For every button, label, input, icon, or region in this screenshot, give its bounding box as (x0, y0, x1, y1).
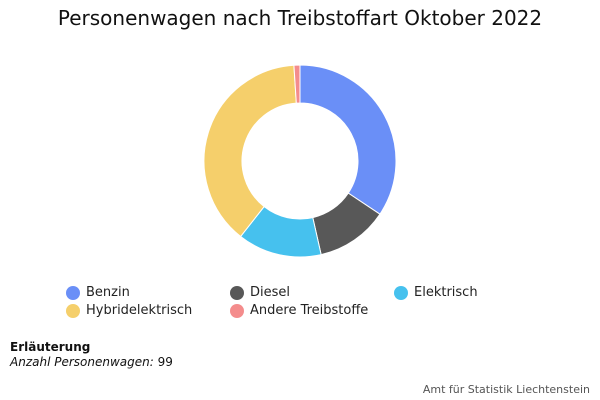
legend-label: Elektrisch (414, 285, 478, 300)
legend-label: Diesel (250, 285, 291, 300)
note-value: 99 (157, 355, 173, 369)
donut-chart (203, 64, 397, 258)
slice-benzin[interactable] (299, 64, 397, 215)
slice-andere-treibstoffe[interactable] (293, 64, 301, 104)
note-line: Anzahl Personenwagen: 99 (10, 355, 173, 369)
legend-swatch (66, 285, 80, 300)
note-heading: Erläuterung (10, 340, 91, 354)
legend-swatch (394, 285, 408, 300)
chart-legend: Benzin Diesel Elektrisch Hybridelektrisch An… (66, 285, 566, 325)
note-label: Anzahl Personenwagen: (10, 355, 154, 369)
source-credit: Amt für Statistik Liechtenstein (422, 383, 590, 396)
slice-hybridelektrisch[interactable] (203, 64, 297, 238)
legend-swatch (230, 303, 244, 318)
legend-item-benzin[interactable]: Benzin (66, 285, 130, 300)
legend-label: Benzin (86, 285, 130, 300)
legend-item-diesel[interactable]: Diesel (230, 285, 290, 300)
chart-title: Personenwagen nach Treibstoffart Oktober… (57, 6, 543, 30)
legend-label: Hybridelektrisch (86, 303, 193, 318)
legend-item-hybridelektrisch[interactable]: Hybridelektrisch (66, 303, 192, 318)
legend-item-andere-treibstoffe[interactable]: Andere Treibstoffe (230, 303, 368, 318)
legend-swatch (230, 285, 244, 300)
legend-item-elektrisch[interactable]: Elektrisch (394, 285, 478, 300)
legend-swatch (66, 303, 80, 318)
legend-label: Andere Treibstoffe (250, 303, 369, 318)
